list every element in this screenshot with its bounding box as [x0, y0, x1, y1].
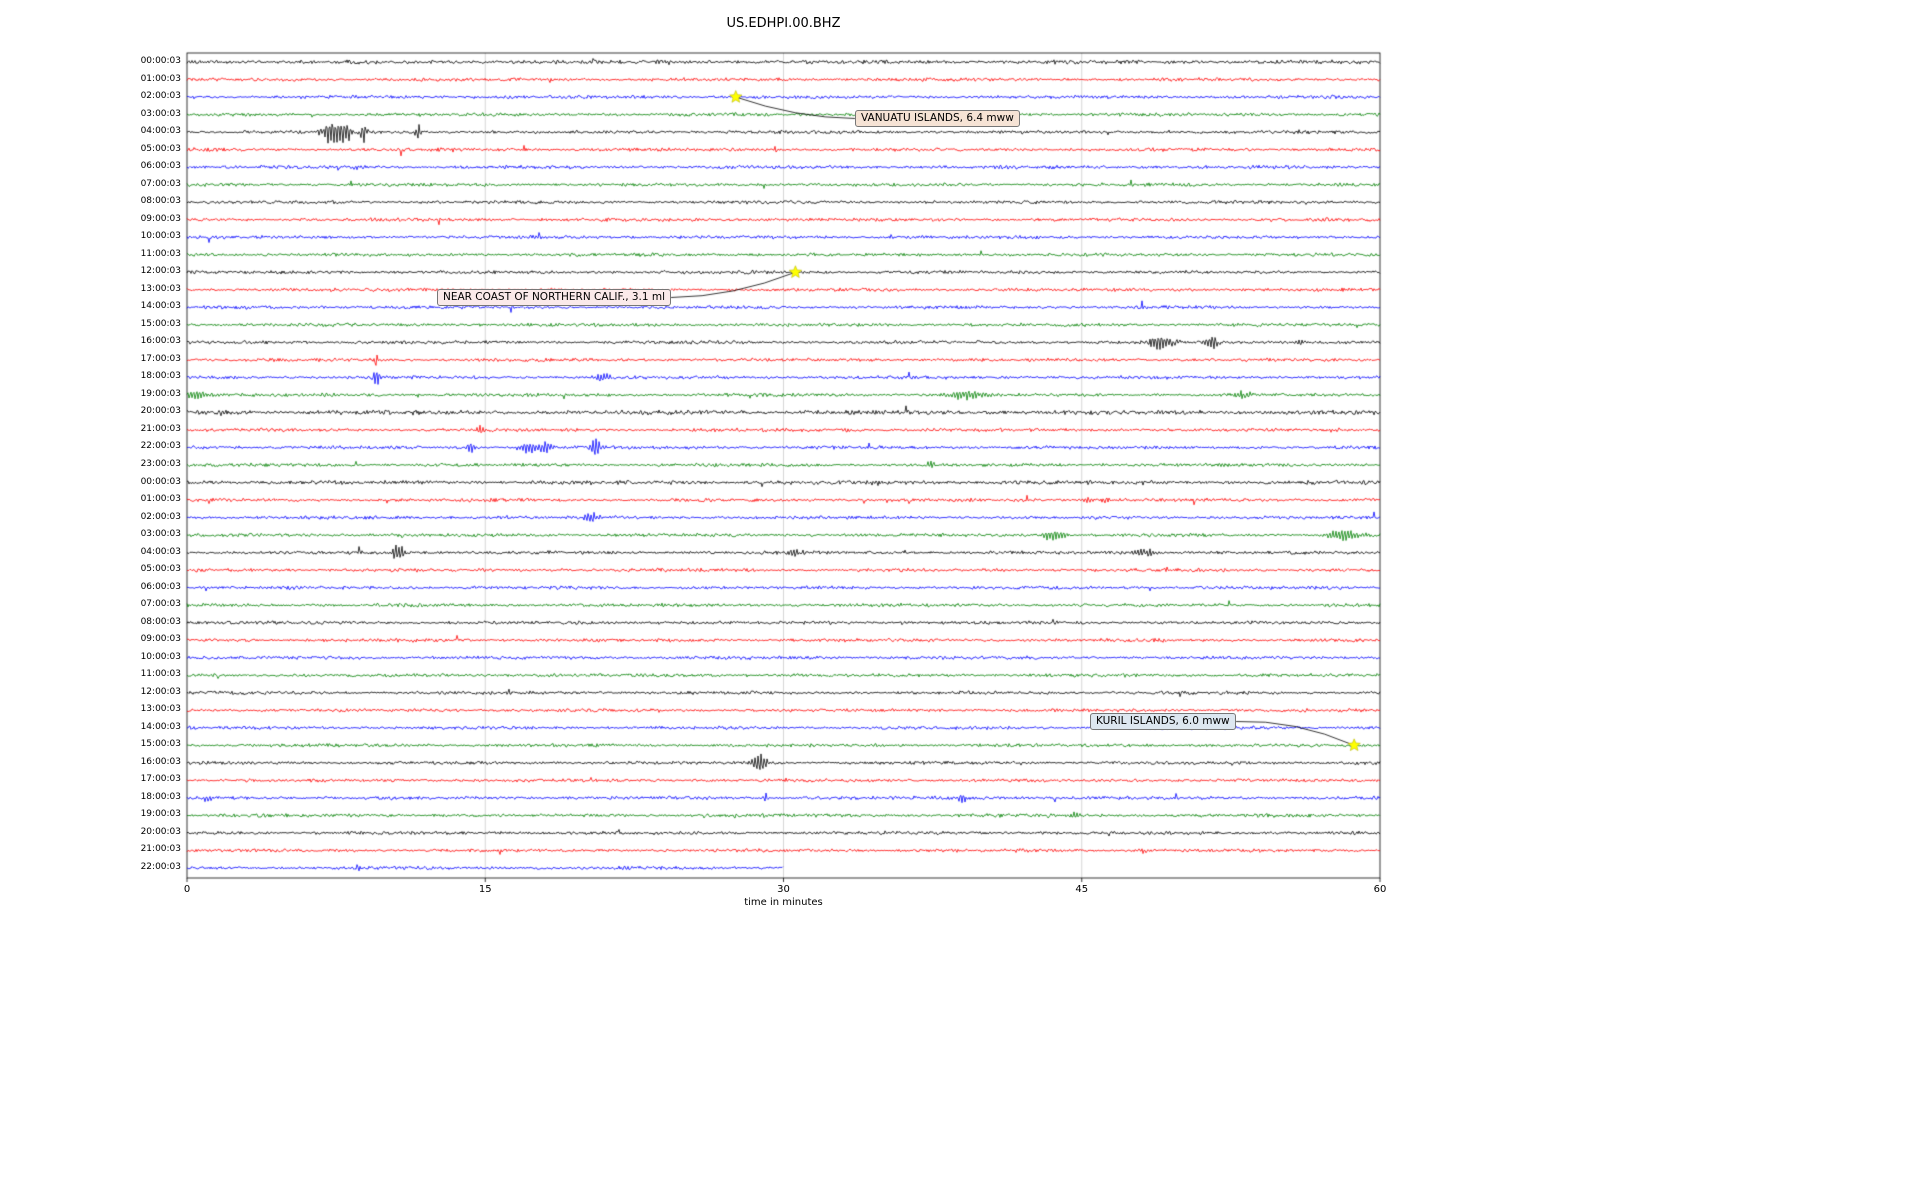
x-tick-label: 60 [1373, 884, 1387, 895]
row-time-label: 02:00:03 [140, 91, 181, 102]
row-time-label: 01:00:03 [140, 73, 181, 84]
row-time-label: 19:00:03 [140, 388, 181, 399]
row-time-label: 21:00:03 [140, 423, 181, 434]
row-time-label: 05:00:03 [140, 143, 181, 154]
row-time-label: 00:00:03 [140, 56, 181, 66]
row-time-label: 13:00:03 [140, 283, 181, 294]
row-time-label: 19:00:03 [140, 809, 181, 820]
row-time-label: 15:00:03 [140, 739, 181, 750]
row-time-label: 23:00:03 [140, 459, 181, 469]
row-time-label: 15:00:03 [140, 318, 181, 329]
row-time-label: 08:00:03 [140, 196, 181, 207]
row-time-label: 05:00:03 [140, 564, 181, 575]
row-time-label: 17:00:03 [140, 353, 181, 364]
row-time-label: 10:00:03 [140, 651, 181, 662]
row-time-label: 12:00:03 [140, 266, 181, 277]
row-time-label: 18:00:03 [140, 371, 181, 382]
row-time-label: 13:00:03 [140, 704, 181, 715]
row-time-label: 07:00:03 [140, 178, 181, 189]
row-time-label: 16:00:03 [140, 756, 181, 767]
row-time-label: 01:00:03 [140, 494, 181, 505]
row-time-label: 07:00:03 [140, 599, 181, 610]
row-time-label: 10:00:03 [140, 231, 181, 242]
row-time-label: 16:00:03 [140, 336, 181, 347]
row-time-label: 09:00:03 [140, 213, 181, 224]
row-time-label: 14:00:03 [140, 721, 181, 732]
row-time-label: 18:00:03 [140, 791, 181, 802]
row-time-label: 14:00:03 [140, 301, 181, 312]
row-time-label: 04:00:03 [140, 126, 181, 137]
row-time-label: 06:00:03 [140, 581, 181, 592]
row-time-label: 22:00:03 [140, 441, 181, 452]
row-time-label: 03:00:03 [140, 108, 181, 119]
row-time-label: 00:00:03 [140, 476, 181, 487]
row-time-label: 04:00:03 [140, 546, 181, 557]
row-time-label: 20:00:03 [140, 406, 181, 417]
row-time-label: 20:00:03 [140, 826, 181, 837]
row-time-label: 03:00:03 [140, 529, 181, 540]
event-annotation-northern-calif: NEAR COAST OF NORTHERN CALIF., 3.1 ml [437, 289, 672, 306]
event-annotation-vanuatu: VANUATU ISLANDS, 6.4 mww [855, 110, 1020, 127]
x-tick-label: 30 [777, 884, 790, 895]
event-annotation-kuril: KURIL ISLANDS, 6.0 mww [1090, 713, 1236, 730]
row-time-label: 12:00:03 [140, 686, 181, 697]
row-time-label: 21:00:03 [140, 844, 181, 855]
row-time-label: 02:00:03 [140, 511, 181, 522]
row-time-label: 06:00:03 [140, 161, 181, 172]
row-time-label: 08:00:03 [140, 616, 181, 627]
row-time-label: 17:00:03 [140, 774, 181, 785]
row-time-label: 11:00:03 [140, 248, 181, 259]
x-tick-label: 45 [1075, 884, 1089, 895]
row-time-label: 11:00:03 [140, 669, 181, 680]
row-time-label: 09:00:03 [140, 634, 181, 645]
x-tick-label: 15 [478, 884, 492, 895]
x-axis-label: time in minutes [744, 897, 823, 908]
x-tick-label: 0 [183, 884, 191, 895]
row-time-label: 22:00:03 [140, 862, 181, 872]
